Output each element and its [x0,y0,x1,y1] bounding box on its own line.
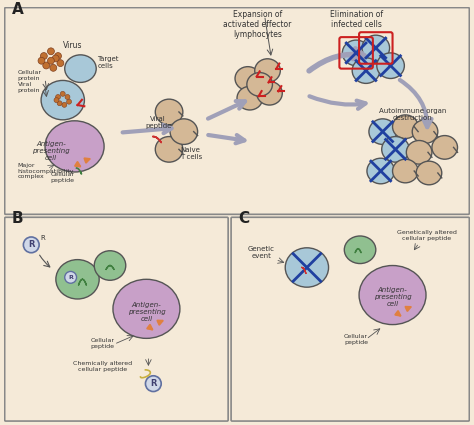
Ellipse shape [285,248,328,287]
Text: C: C [238,211,249,226]
Ellipse shape [45,121,104,172]
Ellipse shape [377,53,404,79]
Ellipse shape [406,141,432,164]
Text: Genetic
event: Genetic event [248,246,275,259]
Ellipse shape [247,73,273,96]
Circle shape [66,99,72,104]
Text: B: B [11,211,23,226]
Ellipse shape [56,260,99,299]
Text: Cellular
peptide: Cellular peptide [344,334,368,345]
Circle shape [55,53,62,60]
Circle shape [57,101,62,106]
Text: Virus: Virus [63,41,82,50]
Circle shape [55,94,61,99]
Text: Antigen-
presenting
cell: Antigen- presenting cell [128,302,165,322]
Circle shape [57,60,64,67]
Ellipse shape [432,136,457,159]
Circle shape [62,102,67,108]
Text: R: R [68,275,73,280]
Circle shape [43,62,50,69]
Text: Cellular
protein: Cellular protein [18,70,41,81]
Ellipse shape [369,119,396,144]
Text: R: R [150,379,156,388]
FancyBboxPatch shape [5,217,228,421]
Text: Cellular
peptide: Cellular peptide [51,172,75,183]
Circle shape [65,272,76,283]
Ellipse shape [257,82,283,105]
Text: Expansion of
activated effector
lymphocytes: Expansion of activated effector lymphocy… [223,10,292,40]
Ellipse shape [416,161,442,185]
Text: Target
cells: Target cells [97,56,118,69]
FancyBboxPatch shape [5,8,469,214]
Text: Cellular
peptide: Cellular peptide [90,338,114,349]
Ellipse shape [170,119,198,144]
Circle shape [38,57,45,64]
Ellipse shape [155,136,183,162]
Ellipse shape [367,158,394,184]
Ellipse shape [382,136,409,162]
Text: Genetically altered
cellular peptide: Genetically altered cellular peptide [397,230,457,241]
Text: R: R [40,235,45,241]
Text: Viral
protein: Viral protein [18,82,40,93]
Circle shape [40,53,47,60]
Ellipse shape [342,40,370,66]
Ellipse shape [235,67,261,90]
Circle shape [47,57,55,64]
Text: Major
histocompatibility
complex: Major histocompatibility complex [18,163,74,179]
Ellipse shape [412,120,438,144]
Ellipse shape [352,58,380,83]
Circle shape [47,48,55,55]
Ellipse shape [155,99,183,125]
Circle shape [65,94,70,99]
Text: Antigen-
presenting
cell: Antigen- presenting cell [32,141,70,162]
Circle shape [52,55,59,62]
Text: Elimination of
infected cells: Elimination of infected cells [329,10,383,29]
Ellipse shape [65,55,96,82]
Text: Chemically altered
cellular peptide: Chemically altered cellular peptide [73,361,132,372]
Text: Viral
peptide: Viral peptide [145,116,172,129]
Ellipse shape [94,251,126,280]
Text: Autoimmune organ
destruction: Autoimmune organ destruction [379,108,446,121]
FancyBboxPatch shape [231,217,469,421]
Text: R: R [28,241,35,249]
Text: Antigen-
presenting
cell: Antigen- presenting cell [374,287,411,307]
Ellipse shape [359,266,426,325]
Ellipse shape [344,236,376,264]
Ellipse shape [362,35,390,61]
Circle shape [54,98,59,102]
Circle shape [146,376,161,391]
Ellipse shape [41,80,84,120]
Circle shape [50,65,57,71]
Ellipse shape [255,59,280,82]
Circle shape [23,237,39,253]
Circle shape [60,91,65,96]
Ellipse shape [113,279,180,338]
Ellipse shape [237,86,263,110]
Ellipse shape [392,115,418,139]
Ellipse shape [392,159,418,183]
Text: Naive
T cells: Naive T cells [180,147,202,160]
Text: A: A [11,2,23,17]
